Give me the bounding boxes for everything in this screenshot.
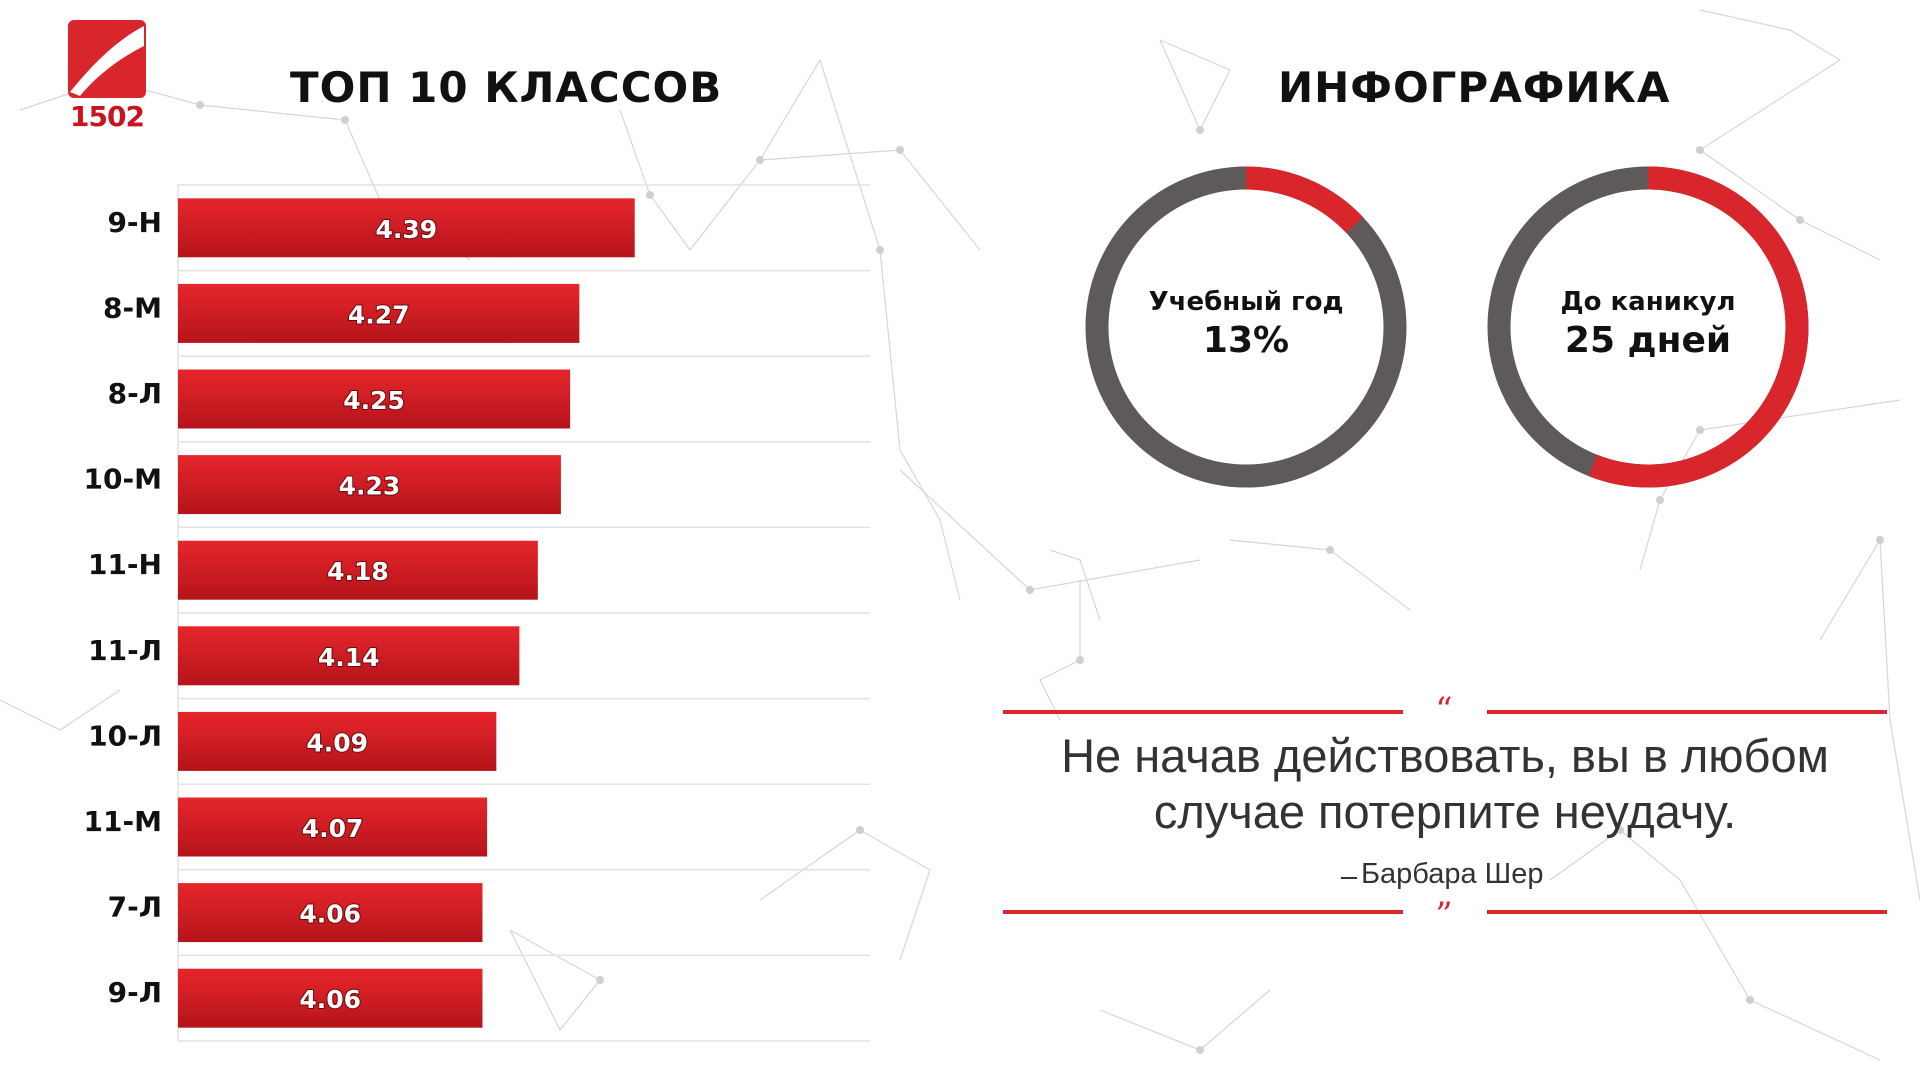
quote-bottom-right-rule (1487, 910, 1887, 914)
quote-line-2: случае потерпите неудачу. (1153, 785, 1737, 838)
category-label: 10-Л (88, 719, 162, 752)
bar-9-Л (178, 968, 483, 1028)
logo-text: 1502 (70, 100, 145, 133)
top-classes-bar-chart: 9-Н 4.39 8-М 4.27 8-Л 4.25 10-М 4.23 11-Н 4.18 11-… (84, 184, 870, 1042)
bar-11-Н (178, 540, 538, 600)
value-label: 4.06 (299, 985, 361, 1014)
bar-7-Л (178, 883, 483, 943)
value-label: 4.18 (327, 557, 389, 586)
value-label: 4.06 (299, 900, 361, 929)
infographic-title: ИНФОГРАФИКА (1278, 63, 1671, 112)
quote-text: Не начав действовать, вы в любом случае … (1005, 728, 1885, 840)
category-label: 7-Л (108, 891, 162, 924)
bar-10-Л (178, 711, 497, 771)
quote-top-right-rule (1487, 710, 1887, 714)
vacation-donut: До каникул 25 дней (1486, 165, 1810, 489)
value-label: 4.39 (376, 215, 438, 244)
quote-top-left-rule (1003, 710, 1403, 714)
bar-9-Н (178, 198, 635, 258)
value-label: 4.23 (339, 472, 401, 501)
school-logo: 1502 (68, 20, 146, 133)
value-label: 4.27 (348, 300, 410, 329)
category-label: 10-М (84, 463, 162, 496)
school-year-progress-arc (1085, 166, 1407, 488)
category-label: 11-Н (88, 548, 162, 581)
bar-8-Л (178, 369, 571, 429)
category-label: 9-Л (108, 976, 162, 1009)
value-label: 4.25 (343, 386, 405, 415)
bar-10-М (178, 455, 561, 515)
category-label: 11-Л (88, 634, 162, 667)
category-label: 8-М (103, 291, 162, 324)
category-label: 9-Н (107, 206, 162, 239)
bar-11-М (178, 797, 488, 857)
school-year-donut: Учебный год 13% (1084, 165, 1408, 489)
quote-open-mark: “ (1435, 690, 1453, 730)
value-label: 4.09 (306, 728, 368, 757)
value-label: 4.14 (318, 643, 380, 672)
bar-11-Л (178, 626, 520, 686)
logo-mark-icon (68, 20, 146, 98)
value-label: 4.07 (302, 814, 364, 843)
quote-author-dash (1341, 877, 1357, 879)
category-label: 8-Л (108, 377, 162, 410)
school-year-value: 13% (1202, 320, 1290, 361)
vacation-label: До каникул (1560, 287, 1736, 317)
school-year-label: Учебный год (1148, 287, 1344, 317)
vacation-value: 25 дней (1564, 320, 1732, 361)
quote-line-1: Не начав действовать, вы в любом (1061, 729, 1829, 782)
vacation-progress-arc (1487, 166, 1809, 488)
quote-author: Барбара Шер (1361, 858, 1544, 891)
bar-8-М (178, 283, 580, 343)
quote-close-mark: ” (1435, 895, 1453, 935)
category-label: 11-М (84, 805, 162, 838)
quote-author-name: Барбара Шер (1361, 858, 1544, 890)
top-classes-title: ТОП 10 КЛАССОВ (290, 63, 723, 112)
quote-bottom-left-rule (1003, 910, 1403, 914)
